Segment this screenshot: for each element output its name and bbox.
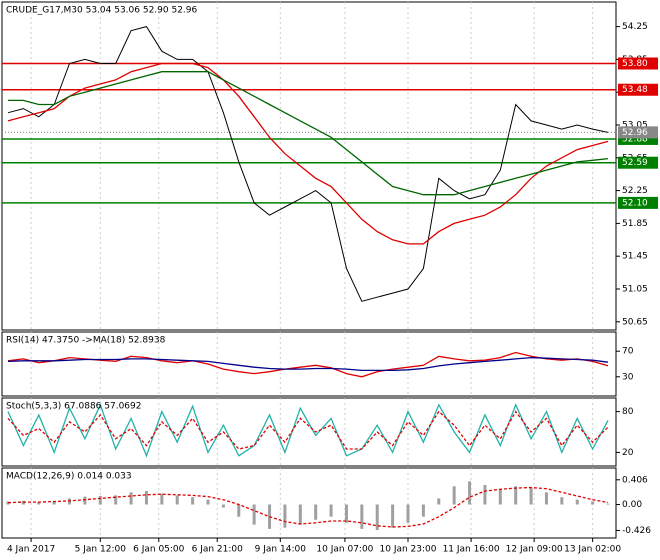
histogram-bar xyxy=(483,485,487,505)
histogram-bar xyxy=(252,504,256,525)
x-tick-label: 5 Jan 12:00 xyxy=(75,545,127,555)
histogram-bar xyxy=(37,502,41,505)
x-tick-label: 9 Jan 14:00 xyxy=(255,545,307,555)
histogram-bar xyxy=(329,504,333,517)
histogram-bar xyxy=(529,487,533,505)
x-tick-label: 11 Jan 16:00 xyxy=(443,545,500,555)
y-tick-label: 51.85 xyxy=(622,219,648,229)
histogram-bar xyxy=(360,504,364,529)
level-tag xyxy=(618,196,658,209)
x-tick-label: 13 Jan 02:00 xyxy=(564,545,621,555)
panel-frame xyxy=(1,331,617,397)
panel-frame xyxy=(1,467,617,539)
level-tag xyxy=(618,156,658,169)
y-tick-label: 51.45 xyxy=(622,252,648,262)
series-line xyxy=(7,351,609,378)
histogram-bar xyxy=(514,486,518,505)
x-tick-label: 10 Jan 23:00 xyxy=(380,545,437,555)
histogram-bar xyxy=(544,492,548,505)
histogram-bar xyxy=(114,495,118,505)
series-line xyxy=(7,410,609,450)
y-tick-label: 70 xyxy=(622,347,634,357)
level-label: 52.10 xyxy=(622,198,648,208)
histogram-bar xyxy=(468,481,472,505)
panel-frame xyxy=(1,1,617,331)
series-line xyxy=(8,71,609,196)
histogram-bar xyxy=(406,504,410,523)
x-tick-label: 4 Jan 2017 xyxy=(7,545,55,555)
histogram-bar xyxy=(6,501,10,505)
series-line xyxy=(7,62,609,245)
level-tag xyxy=(618,83,658,96)
histogram-bar xyxy=(144,491,148,505)
panel-title: Stoch(5,3,3) 67.0886 57.0692 xyxy=(6,402,141,412)
y-tick-label: 30 xyxy=(622,372,634,382)
level-label: 52.88 xyxy=(622,134,648,144)
series-line xyxy=(7,26,609,302)
histogram-bar xyxy=(606,503,610,505)
histogram-bar xyxy=(237,504,241,517)
x-tick-label: 10 Jan 07:00 xyxy=(316,545,373,555)
x-tick-label: 6 Jan 05:00 xyxy=(133,545,185,555)
histogram-bar xyxy=(283,504,287,528)
histogram-bar xyxy=(560,497,564,505)
histogram-bar xyxy=(160,493,164,505)
histogram-bar xyxy=(191,497,195,505)
histogram-bar xyxy=(344,504,348,523)
y-tick-label: 51.05 xyxy=(622,285,648,295)
y-tick-label: 50.65 xyxy=(622,317,648,327)
panel-frame xyxy=(1,397,617,467)
histogram-bar xyxy=(129,492,133,505)
y-tick-label: 0.406 xyxy=(622,475,648,485)
series-line xyxy=(7,356,609,372)
x-tick-label: 12 Jan 09:00 xyxy=(506,545,563,555)
y-tick-label: 52.25 xyxy=(622,186,648,196)
level-label: 53.48 xyxy=(622,85,648,95)
y-tick-label: 53.05 xyxy=(622,121,648,131)
histogram-bar xyxy=(575,499,579,505)
histogram-bar xyxy=(221,504,225,508)
histogram-bar xyxy=(421,504,425,517)
series-line xyxy=(7,403,609,458)
level-tag xyxy=(618,57,658,70)
y-tick-label: 80 xyxy=(622,407,634,417)
y-tick-label: 0.00 xyxy=(622,500,642,510)
histogram-bar xyxy=(498,489,502,505)
histogram-bar xyxy=(375,504,379,531)
x-tick-label: 6 Jan 21:00 xyxy=(192,545,244,555)
level-label: 53.80 xyxy=(622,59,648,69)
y-tick-label: 20 xyxy=(622,448,634,458)
histogram-bar xyxy=(452,486,456,505)
last-price-tag xyxy=(618,126,658,139)
y-tick-label: 54.25 xyxy=(622,22,648,32)
last-price-label: 52.96 xyxy=(622,128,648,138)
panel-title: RSI(14) 47.3750 ->MA(18) 52.8938 xyxy=(6,336,166,346)
histogram-bar xyxy=(391,504,395,528)
y-tick-label: -0.426 xyxy=(622,526,651,536)
panel-title: CRUDE_G17,M30 53.04 53.06 52.90 52.96 xyxy=(6,6,198,16)
histogram-bar xyxy=(175,495,179,505)
series-line xyxy=(7,486,609,528)
histogram-bar xyxy=(314,504,318,520)
histogram-bar xyxy=(83,496,87,505)
level-label: 52.59 xyxy=(622,158,648,168)
histogram-bar xyxy=(591,501,595,505)
histogram-bar xyxy=(52,501,56,505)
histogram-bar xyxy=(437,498,441,505)
histogram-bar xyxy=(298,504,302,525)
histogram-bar xyxy=(98,496,102,505)
histogram-bar xyxy=(206,499,210,505)
panel-title: MACD(12,26,9) 0.014 0.033 xyxy=(6,472,132,482)
